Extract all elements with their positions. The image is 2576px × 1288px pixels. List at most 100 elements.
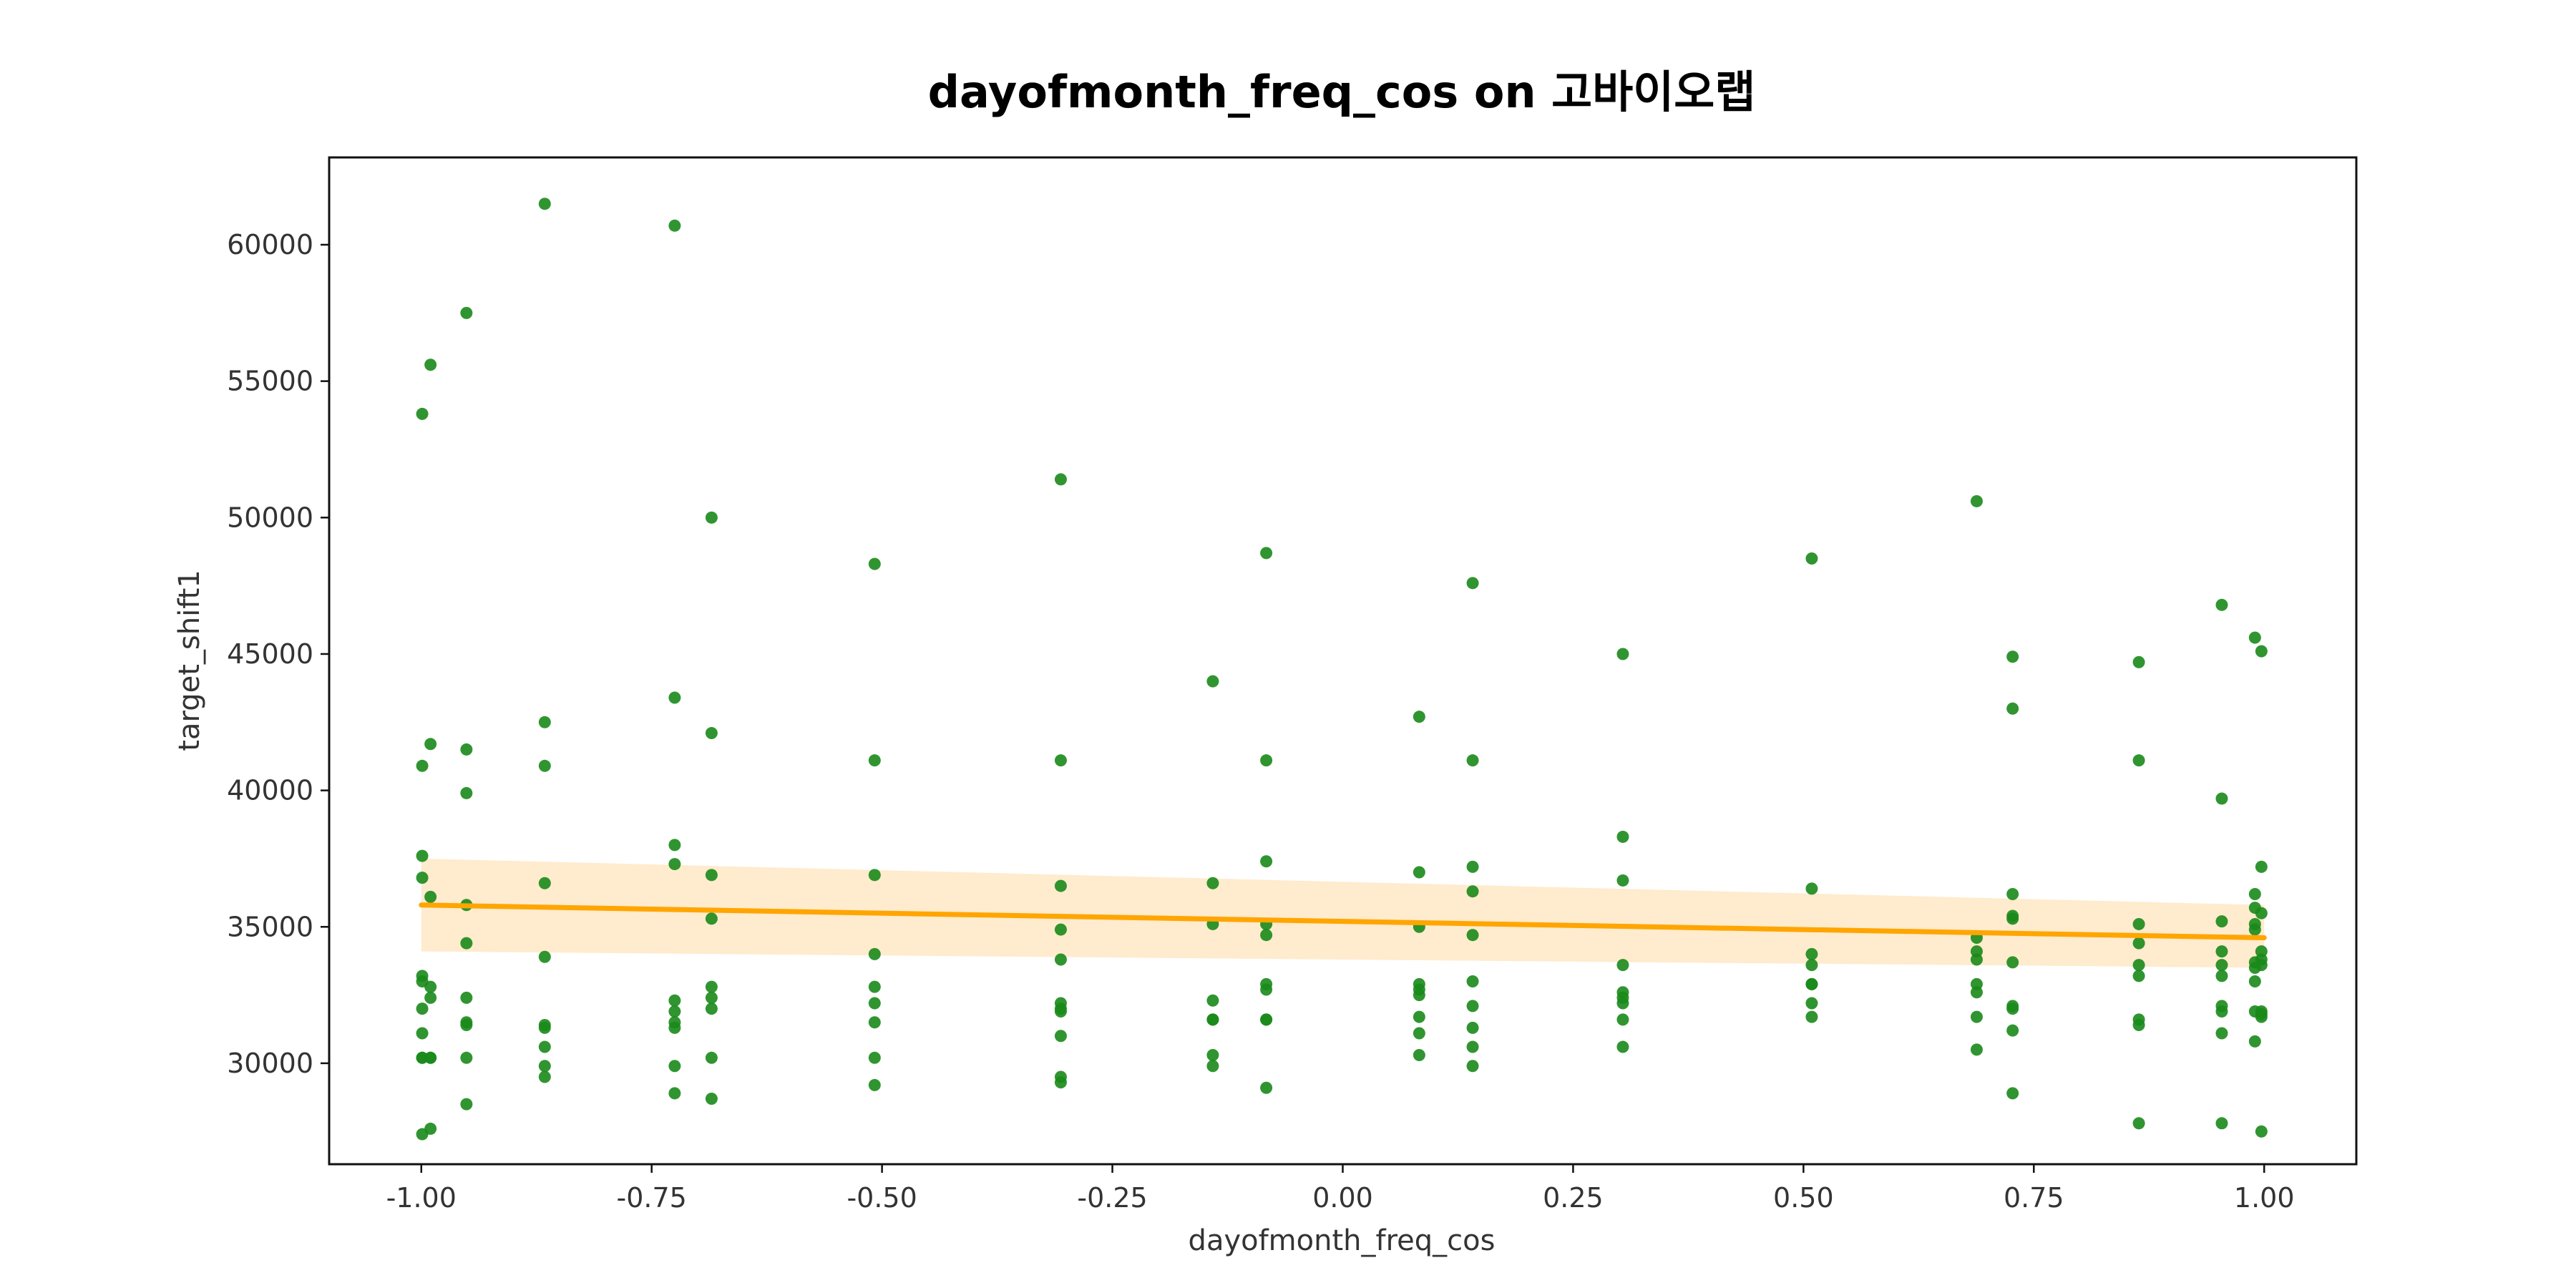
scatter-point — [1805, 959, 1818, 972]
scatter-point — [668, 1060, 681, 1073]
scatter-point — [2215, 598, 2228, 611]
scatter-point — [1260, 983, 1273, 996]
scatter-point — [1616, 959, 1629, 972]
scatter-point — [868, 947, 881, 960]
scatter-point — [1466, 975, 1479, 988]
scatter-point — [868, 1051, 881, 1064]
scatter-point — [1805, 552, 1818, 565]
y-axis-label: target_shift1 — [173, 570, 206, 751]
scatter-point — [2255, 645, 2268, 658]
scatter-point — [416, 1027, 429, 1040]
scatter-point — [2132, 959, 2145, 972]
scatter-point — [2132, 655, 2145, 668]
scatter-point — [1054, 1076, 1067, 1089]
scatter-point — [668, 691, 681, 704]
regression-line-layer — [419, 902, 2267, 941]
scatter-point — [2215, 1117, 2228, 1130]
scatter-point — [2132, 917, 2145, 930]
scatter-point — [1970, 953, 1983, 966]
scatter-point — [538, 1060, 551, 1073]
scatter-point — [1054, 1005, 1067, 1018]
scatter-point — [1466, 929, 1479, 942]
x-tick-label: 1.00 — [2234, 1182, 2295, 1214]
scatter-point — [538, 197, 551, 210]
scatter-point — [460, 1098, 473, 1111]
scatter-point — [2006, 1024, 2019, 1037]
scatter-point — [2006, 650, 2019, 663]
scatter-point — [1206, 1013, 1219, 1026]
scatter-point — [1805, 997, 1818, 1010]
y-tick-label: 45000 — [227, 638, 313, 670]
scatter-point — [1970, 986, 1983, 999]
y-tick-label: 60000 — [227, 229, 313, 260]
scatter-point — [705, 980, 718, 993]
scatter-point — [460, 1019, 473, 1032]
scatter-point — [1206, 994, 1219, 1007]
scatter-point — [1616, 874, 1629, 887]
scatter-point — [1260, 1013, 1273, 1026]
scatter-point — [2248, 888, 2261, 901]
scatter-point — [705, 1002, 718, 1015]
scatter-point — [2255, 860, 2268, 873]
chart-title: dayofmonth_freq_cos on 고바이오랩 — [928, 66, 1756, 118]
scatter-point — [705, 991, 718, 1004]
scatter-point — [1970, 1010, 1983, 1023]
scatter-point — [668, 1087, 681, 1100]
x-tick-label: 0.75 — [2004, 1182, 2064, 1214]
scatter-point — [1054, 754, 1067, 767]
scatter-point — [1616, 1013, 1629, 1026]
scatter-point — [2255, 907, 2268, 919]
scatter-point — [460, 306, 473, 319]
scatter-point — [1466, 1021, 1479, 1034]
x-axis-label: dayofmonth_freq_cos — [1189, 1224, 1496, 1257]
scatter-point — [868, 1016, 881, 1029]
scatter-point — [668, 1021, 681, 1034]
scatter-point — [460, 743, 473, 756]
scatter-point — [2248, 1035, 2261, 1048]
scatter-point — [460, 991, 473, 1004]
plot-frame — [328, 156, 2358, 1166]
y-tick-label: 40000 — [227, 775, 313, 806]
scatter-point — [1616, 997, 1629, 1010]
scatter-point — [460, 1051, 473, 1064]
scatter-point — [1413, 711, 1425, 723]
scatter-point — [705, 1092, 718, 1105]
scatter-point — [416, 849, 429, 862]
x-tick-label: -0.50 — [847, 1182, 917, 1214]
scatter-point — [1413, 989, 1425, 1002]
scatter-point — [2132, 1019, 2145, 1032]
scatter-point — [1054, 473, 1067, 486]
scatter-point — [2132, 754, 2145, 767]
scatter-point — [2006, 702, 2019, 715]
y-tick-label: 35000 — [227, 911, 313, 942]
scatter-point — [460, 937, 473, 950]
scatter-point — [2006, 912, 2019, 925]
scatter-point — [1466, 577, 1479, 590]
x-tick-label: -0.75 — [617, 1182, 687, 1214]
scatter-point — [2215, 959, 2228, 972]
scatter-point — [1413, 1010, 1425, 1023]
scatter-point — [2215, 945, 2228, 958]
regression-line — [419, 902, 2267, 941]
scatter-point — [460, 786, 473, 799]
scatter-point — [868, 557, 881, 570]
scatter-point — [2132, 970, 2145, 982]
x-tick-label: 0.50 — [1773, 1182, 1834, 1214]
scatter-point — [2006, 956, 2019, 969]
scatter-point — [1413, 1048, 1425, 1061]
scatter-point — [2006, 1087, 2019, 1100]
scatter-point — [1054, 953, 1067, 966]
scatter-point — [538, 950, 551, 963]
scatter-point — [1413, 1027, 1425, 1040]
scatter-point — [1466, 1000, 1479, 1013]
scatter-point — [2006, 888, 2019, 901]
scatter-point — [1206, 1060, 1219, 1073]
scatter-point — [1970, 1043, 1983, 1056]
y-tick-label: 30000 — [227, 1048, 313, 1079]
scatter-point — [1616, 648, 1629, 660]
x-tick-label: 0.25 — [1543, 1182, 1604, 1214]
scatter-point — [2215, 970, 2228, 982]
scatter-point — [1616, 1040, 1629, 1053]
scatter-point — [2248, 975, 2261, 988]
